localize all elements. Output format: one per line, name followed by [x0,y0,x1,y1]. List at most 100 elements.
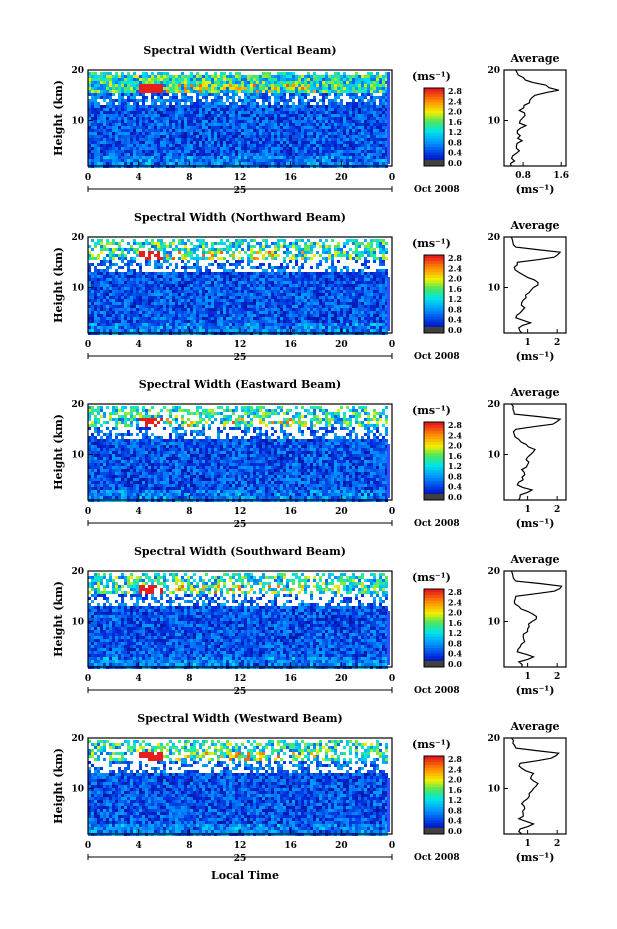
y-tick-label: 10 [71,618,84,628]
date-label: Oct 2008 [414,686,460,696]
y-axis-label: Height (km) [52,80,65,156]
edge-column [387,72,390,164]
profile-x-tick-label: 2 [554,505,560,515]
panel-4: Spectral Width (Southward Beam)1020Heigh… [52,545,567,697]
profile-y-tick-label: 20 [487,400,500,410]
panel-2: Spectral Width (Northward Beam)1020Heigh… [52,211,567,363]
colorbar-tick-label: 2.4 [448,764,462,774]
y-tick-label: 20 [71,734,84,744]
profile-y-tick-label: 20 [487,734,500,744]
x-tick-label: 0 [85,340,91,350]
x-tick-label: 8 [186,173,192,183]
y-tick-label: 20 [71,567,84,577]
profile-x-tick-label: 1 [524,338,530,348]
colorbar-frame [423,588,445,668]
heatmap-cells [88,740,388,836]
colorbar-tick-label: 2.0 [448,441,462,451]
colorbar-tick-label: 0.8 [448,304,462,314]
y-axis-label: Height (km) [52,748,65,824]
colorbar [424,756,444,835]
panel-title: Spectral Width (Eastward Beam) [139,378,341,391]
colorbar-units: (ms⁻¹) [412,571,451,584]
profile-x-tick-label: 2 [554,338,560,348]
x-tick-label: 4 [136,841,142,851]
colorbar [424,589,444,668]
y-tick-label: 10 [71,451,84,461]
edge-column [387,611,390,665]
colorbar-tick-label: 0.8 [448,471,462,481]
profile-y-tick-label: 10 [487,117,500,127]
colorbar [424,88,444,167]
profile-x-label: (ms⁻¹) [516,350,555,363]
profile-x-tick-label: 1 [524,839,530,849]
profile-y-tick-label: 10 [487,451,500,461]
colorbar-tick-label: 2.0 [448,107,462,117]
profile-x-tick-label: 2 [554,672,560,682]
colorbar-tick-label: 2.0 [448,608,462,618]
profile-frame [503,737,567,835]
x-tick-label: 12 [234,507,247,517]
profile-line [509,69,559,167]
x-tick-label: 0 [389,674,395,684]
edge-column [387,277,390,331]
colorbar [424,255,444,334]
day-label: 25 [234,687,247,697]
profile-x-tick-label: 1.6 [553,171,569,181]
colorbar-tick-label: 0.4 [448,649,462,659]
colorbar-tick-label: 2.4 [448,96,462,106]
profile-y-tick-label: 10 [487,618,500,628]
x-tick-label: 0 [85,507,91,517]
x-tick-label: 20 [335,173,348,183]
heatmap-cells [88,239,388,335]
x-tick-label: 20 [335,340,348,350]
colorbar-tick-label: 2.8 [448,86,462,96]
colorbar-tick-label: 0.4 [448,482,462,492]
colorbar-tick-label: 2.0 [448,274,462,284]
x-tick-label: 0 [389,841,395,851]
colorbar-tick-label: 1.2 [448,795,462,805]
x-tick-label: 12 [234,674,247,684]
profile-frame [503,236,567,334]
colorbar-tick-label: 2.8 [448,754,462,764]
colorbar-tick-label: 1.2 [448,461,462,471]
panel-1: Spectral Width (Vertical Beam) 10 20 Height… [52,44,569,196]
y-tick-label: 20 [71,66,84,76]
profile-title: Average [509,386,559,399]
colorbar-frame [423,87,445,167]
x-tick-label: 0 [389,507,395,517]
x-tick-label: 4 [136,340,142,350]
profile-x-tick-label: 0.8 [515,171,531,181]
profile-title: Average [509,219,559,232]
colorbar-tick-label: 0.0 [448,492,462,502]
profile-x-label: (ms⁻¹) [516,851,555,864]
x-tick-label: 8 [186,674,192,684]
date-label: Oct 2008 [414,519,460,529]
x-tick-label: 16 [284,507,297,517]
x-tick-label: 16 [284,340,297,350]
panel-title: Spectral Width (Northward Beam) [134,211,346,224]
profile-line [510,403,562,501]
panel-3: Spectral Width (Eastward Beam)1020Height… [52,378,567,530]
profile-frame [503,69,567,167]
colorbar-tick-label: 1.6 [448,284,462,294]
x-tick-label: 0 [85,173,91,183]
date-label: Oct 2008 [414,853,460,863]
colorbar-tick-label: 2.0 [448,775,462,785]
x-axis-label: Local Time [211,869,279,882]
y-tick-label: 10 [71,117,84,127]
colorbar-tick-label: 0.8 [448,805,462,815]
y-tick-label: 20 [71,400,84,410]
edge-column [387,778,390,832]
y-axis-label: Height (km) [52,581,65,657]
colorbar-tick-label: 0.0 [448,659,462,669]
x-tick-label: 0 [85,674,91,684]
colorbar-tick-label: 0.0 [448,325,462,335]
profile-x-label: (ms⁻¹) [516,684,555,697]
profile-x-label: (ms⁻¹) [516,183,555,196]
profile-x-tick-label: 1 [524,672,530,682]
day-label: 25 [234,186,247,196]
colorbar-tick-label: 1.6 [448,618,462,628]
y-tick-label: 10 [71,284,84,294]
y-axis-label: Height (km) [52,414,65,490]
profile-line [510,236,562,334]
